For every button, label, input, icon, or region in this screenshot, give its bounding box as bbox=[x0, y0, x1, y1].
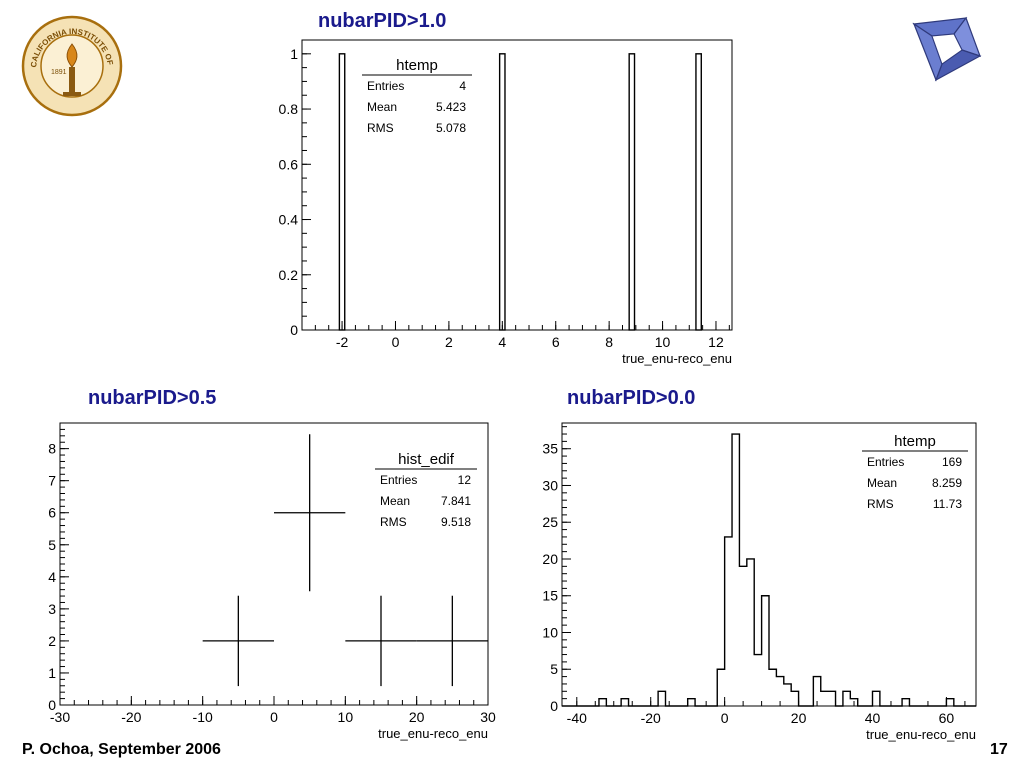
histogram-bar bbox=[628, 53, 636, 331]
chart-title-bottom-left: nubarPID>0.5 bbox=[88, 387, 217, 409]
x-axis-label: true_enu-reco_enu bbox=[378, 726, 488, 741]
histogram-step-line bbox=[562, 433, 976, 707]
x-tick-label: 30 bbox=[480, 709, 496, 725]
x-tick-label: 10 bbox=[338, 709, 354, 725]
x-axis-label: true_enu-reco_enu bbox=[866, 727, 976, 742]
x-tick-label: 6 bbox=[552, 334, 560, 350]
stats-row-label: Mean bbox=[867, 476, 897, 490]
x-tick-label: -20 bbox=[641, 710, 661, 726]
y-tick-label: 7 bbox=[48, 473, 56, 489]
x-tick-label: -20 bbox=[121, 709, 141, 725]
y-tick-label: 30 bbox=[542, 477, 558, 493]
stats-row-value: 9.518 bbox=[441, 515, 471, 529]
stats-row-value: 5.078 bbox=[436, 121, 466, 135]
histogram-top: -2 0 2 4 6 8 10 12 0 0.2 0.4 0.6 0.8 1 true_enu-reco_e… bbox=[279, 39, 733, 366]
stats-row-label: Entries bbox=[380, 473, 417, 487]
plot-frame bbox=[561, 422, 977, 707]
stats-row-value: 5.423 bbox=[436, 100, 466, 114]
stats-box-title: htemp bbox=[894, 433, 936, 450]
y-tick-label: 1 bbox=[48, 665, 56, 681]
y-tick-label: 10 bbox=[542, 624, 558, 640]
x-tick-label: 0 bbox=[270, 709, 278, 725]
stats-row-value: 4 bbox=[459, 79, 466, 93]
x-tick-label: 8 bbox=[605, 334, 613, 350]
footer-author: P. Ochoa, September 2006 bbox=[22, 741, 221, 758]
x-tick-label: -2 bbox=[336, 334, 349, 350]
y-tick-label: 20 bbox=[542, 551, 558, 567]
caltech-seal-logo: CALIFORNIA INSTITUTE OF TECHNOLOGY 1891 bbox=[20, 14, 123, 117]
stats-row-value: 8.259 bbox=[932, 476, 962, 490]
x-tick-label: 0 bbox=[392, 334, 400, 350]
y-tick-label: 15 bbox=[542, 588, 558, 604]
histogram-bottom-right: -40 -20 0 20 40 60 0 5 10 15 20 25 30 35 true_enu-reco… bbox=[542, 422, 977, 742]
y-tick-label: 0.6 bbox=[279, 156, 299, 172]
histogram-bar bbox=[695, 53, 702, 331]
seal-year: 1891 bbox=[51, 69, 67, 76]
y-tick-label: 0 bbox=[290, 322, 298, 338]
stats-box-title: hist_edif bbox=[398, 451, 455, 468]
triskelion-logo bbox=[912, 16, 982, 82]
y-tick-label: 8 bbox=[48, 441, 56, 457]
stats-row-value: 11.73 bbox=[933, 497, 962, 511]
x-tick-label: 10 bbox=[655, 334, 671, 350]
x-tick-label: 12 bbox=[708, 334, 724, 350]
stats-row-value: 7.841 bbox=[441, 494, 471, 508]
y-tick-label: 6 bbox=[48, 505, 56, 521]
x-tick-label: -40 bbox=[567, 710, 587, 726]
x-axis-label: true_enu-reco_enu bbox=[622, 351, 732, 366]
chart-title-bottom-right: nubarPID>0.0 bbox=[567, 387, 696, 409]
plot-frame bbox=[301, 39, 733, 331]
stats-row-label: Mean bbox=[367, 100, 397, 114]
x-tick-label: 0 bbox=[721, 710, 729, 726]
y-tick-label: 1 bbox=[290, 46, 298, 62]
y-tick-label: 2 bbox=[48, 633, 56, 649]
stats-row-label: Entries bbox=[367, 79, 404, 93]
y-tick-label: 0.4 bbox=[279, 212, 299, 228]
y-tick-label: 0 bbox=[550, 698, 558, 714]
x-tick-label: 20 bbox=[409, 709, 425, 725]
stats-row-label: RMS bbox=[367, 121, 394, 135]
x-tick-label: 2 bbox=[445, 334, 453, 350]
stats-row-label: RMS bbox=[380, 515, 407, 529]
x-tick-label: -10 bbox=[193, 709, 213, 725]
stats-row-label: RMS bbox=[867, 497, 894, 511]
chart-title-top: nubarPID>1.0 bbox=[318, 10, 447, 32]
page-number: 17 bbox=[990, 741, 1008, 758]
histogram-bar bbox=[338, 53, 346, 331]
y-tick-label: 3 bbox=[48, 601, 56, 617]
y-tick-label: 5 bbox=[550, 661, 558, 677]
y-tick-label: 35 bbox=[542, 441, 558, 457]
histogram-bar bbox=[498, 53, 506, 331]
y-tick-label: 0.8 bbox=[279, 101, 299, 117]
x-tick-label: 20 bbox=[791, 710, 807, 726]
y-tick-label: 0 bbox=[48, 697, 56, 713]
y-tick-label: 25 bbox=[542, 514, 558, 530]
error-bar-plot-bottom-left: -30 -20 -10 0 10 20 30012345678true_enu-reco_e… bbox=[48, 422, 496, 741]
x-tick-label: -30 bbox=[50, 709, 70, 725]
stats-row-value: 169 bbox=[942, 455, 962, 469]
stats-box-title: htemp bbox=[396, 57, 438, 74]
stats-row-label: Entries bbox=[867, 455, 904, 469]
x-tick-label: 40 bbox=[865, 710, 881, 726]
y-tick-label: 5 bbox=[48, 537, 56, 553]
y-tick-label: 0.2 bbox=[279, 267, 299, 283]
stats-row-label: Mean bbox=[380, 494, 410, 508]
x-tick-label: 4 bbox=[498, 334, 506, 350]
y-tick-label: 4 bbox=[48, 569, 56, 585]
x-tick-label: 60 bbox=[939, 710, 955, 726]
stats-row-value: 12 bbox=[458, 473, 472, 487]
